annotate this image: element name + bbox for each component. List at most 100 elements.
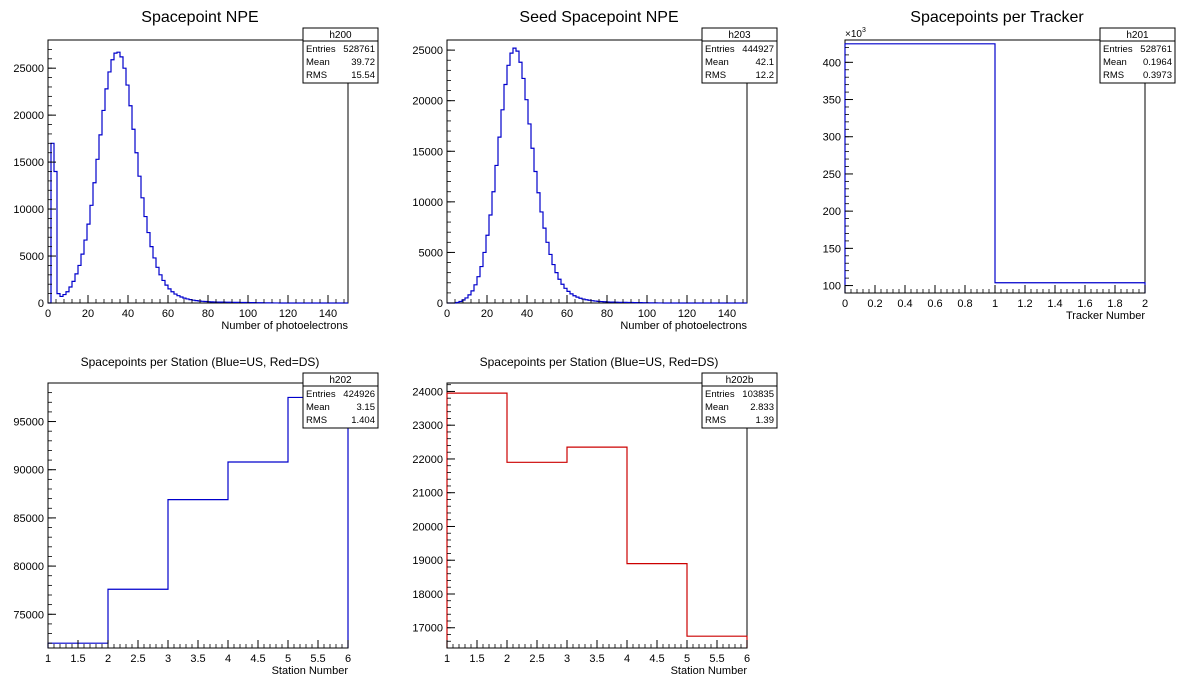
y-tick-label: 90000 [13, 465, 44, 477]
stats-value: 42.1 [756, 57, 775, 68]
x-tick-label: 100 [638, 308, 656, 320]
x-tick-label: 0.6 [927, 298, 942, 310]
x-tick-label: 6 [345, 653, 351, 665]
histogram-pad-1: Spacepoint NPE 0 20 40 60 80 100 120 140 0 5000 100… [13, 9, 379, 332]
y-tick-label: 85000 [13, 513, 44, 525]
chart-title: Seed Spacepoint NPE [519, 9, 678, 26]
stats-box: h200 Entries 528761 Mean 39.72 RMS 15.54 [302, 27, 379, 84]
y-exponent-label: ×10 [845, 29, 862, 40]
y-tick-label: 0 [38, 298, 44, 310]
x-tick-label: 1.2 [1017, 298, 1032, 310]
stats-value: 2.833 [750, 402, 774, 413]
x-tick-label: 3 [564, 653, 570, 665]
stats-label: Mean [1103, 57, 1127, 68]
x-tick-label: 4.5 [250, 653, 265, 665]
chart-title: Spacepoints per Station (Blue=US, Red=DS… [81, 355, 320, 369]
histogram-pad-3: Spacepoints per Tracker 0 0.2 0.4 0.6 0.8 1 1.2… [823, 9, 1176, 322]
stats-value: 1.39 [756, 415, 775, 426]
x-tick-label: 60 [561, 308, 573, 320]
histogram-pad-5: Spacepoints per Station (Blue=US, Red=DS… [412, 355, 778, 677]
x-tick-label: 1.6 [1077, 298, 1092, 310]
x-tick-label: 120 [678, 308, 696, 320]
stats-box-frame [302, 27, 379, 84]
stats-box: h202b Entries 103835 Mean 2.833 RMS 1.39 [701, 372, 778, 429]
y-tick-label: 80000 [13, 561, 44, 573]
x-axis-label: Tracker Number [1066, 310, 1145, 322]
x-tick-label: 1.4 [1047, 298, 1062, 310]
stats-box-frame [701, 27, 778, 84]
stats-box-frame [701, 372, 778, 429]
stats-value: 103835 [742, 389, 774, 400]
y-tick-label: 5000 [419, 247, 443, 259]
y-tick-label: 5000 [20, 251, 44, 263]
y-tick-label: 24000 [412, 386, 443, 398]
y-tick-label: 400 [823, 57, 841, 69]
y-tick-label: 25000 [13, 63, 44, 75]
x-axis-label: Number of photoelectrons [221, 320, 348, 332]
x-tick-label: 1 [444, 653, 450, 665]
x-tick-label: 140 [718, 308, 736, 320]
y-tick-label: 150 [823, 243, 841, 255]
stats-value: 0.1964 [1143, 57, 1172, 68]
stats-box: h202 Entries 424926 Mean 3.15 RMS 1.404 [302, 372, 379, 429]
x-tick-label: 120 [279, 308, 297, 320]
x-tick-label: 5.5 [709, 653, 724, 665]
x-tick-label: 2 [504, 653, 510, 665]
x-tick-label: 0 [842, 298, 848, 310]
stats-value: 528761 [343, 44, 375, 55]
stats-box-frame [302, 372, 379, 429]
x-axis-label: Station Number [671, 665, 748, 677]
x-tick-label: 5.5 [310, 653, 325, 665]
y-exponent-power: 3 [862, 27, 866, 34]
chart-title: Spacepoint NPE [141, 9, 258, 26]
x-tick-label: 20 [481, 308, 493, 320]
x-tick-label: 80 [202, 308, 214, 320]
stats-box-frame [1099, 27, 1176, 84]
stats-value: 15.54 [351, 70, 375, 81]
stats-label: Entries [306, 44, 336, 55]
stats-name: h202b [726, 375, 754, 386]
histogram-pad-4: Spacepoints per Station (Blue=US, Red=DS… [13, 355, 379, 677]
x-tick-label: 0.4 [897, 298, 912, 310]
stats-value: 444927 [742, 44, 774, 55]
x-tick-label: 3 [165, 653, 171, 665]
x-tick-label: 5 [684, 653, 690, 665]
stats-box: h201 Entries 528761 Mean 0.1964 RMS 0.3973 [1099, 27, 1176, 84]
x-tick-label: 0.2 [867, 298, 882, 310]
x-tick-label: 140 [319, 308, 337, 320]
x-tick-label: 2.5 [130, 653, 145, 665]
x-tick-label: 2 [105, 653, 111, 665]
x-tick-label: 0 [45, 308, 51, 320]
y-tick-label: 10000 [13, 204, 44, 216]
y-tick-label: 15000 [412, 146, 443, 158]
y-tick-label: 25000 [412, 45, 443, 57]
histogram-line [446, 392, 748, 648]
stats-label: Mean [306, 402, 330, 413]
y-tick-label: 20000 [13, 110, 44, 122]
x-tick-label: 60 [162, 308, 174, 320]
x-tick-label: 3.5 [589, 653, 604, 665]
y-tick-label: 250 [823, 169, 841, 181]
stats-value: 528761 [1140, 44, 1172, 55]
x-tick-label: 2.5 [529, 653, 544, 665]
x-tick-label: 3.5 [190, 653, 205, 665]
stats-value: 1.404 [351, 415, 375, 426]
stats-label: Entries [705, 44, 735, 55]
x-tick-label: 1 [45, 653, 51, 665]
stats-label: Entries [705, 389, 735, 400]
x-tick-label: 40 [521, 308, 533, 320]
histogram-line [844, 43, 1146, 293]
histogram-line [47, 396, 349, 648]
stats-value: 39.72 [351, 57, 375, 68]
stats-value: 12.2 [756, 70, 775, 81]
y-tick-label: 18000 [412, 589, 443, 601]
y-tick-label: 20000 [412, 96, 443, 108]
y-tick-label: 200 [823, 206, 841, 218]
chart-title: Spacepoints per Tracker [910, 9, 1084, 26]
y-tick-label: 100 [823, 281, 841, 293]
y-tick-label: 20000 [412, 521, 443, 533]
stats-label: RMS [306, 415, 327, 426]
x-tick-label: 0 [444, 308, 450, 320]
